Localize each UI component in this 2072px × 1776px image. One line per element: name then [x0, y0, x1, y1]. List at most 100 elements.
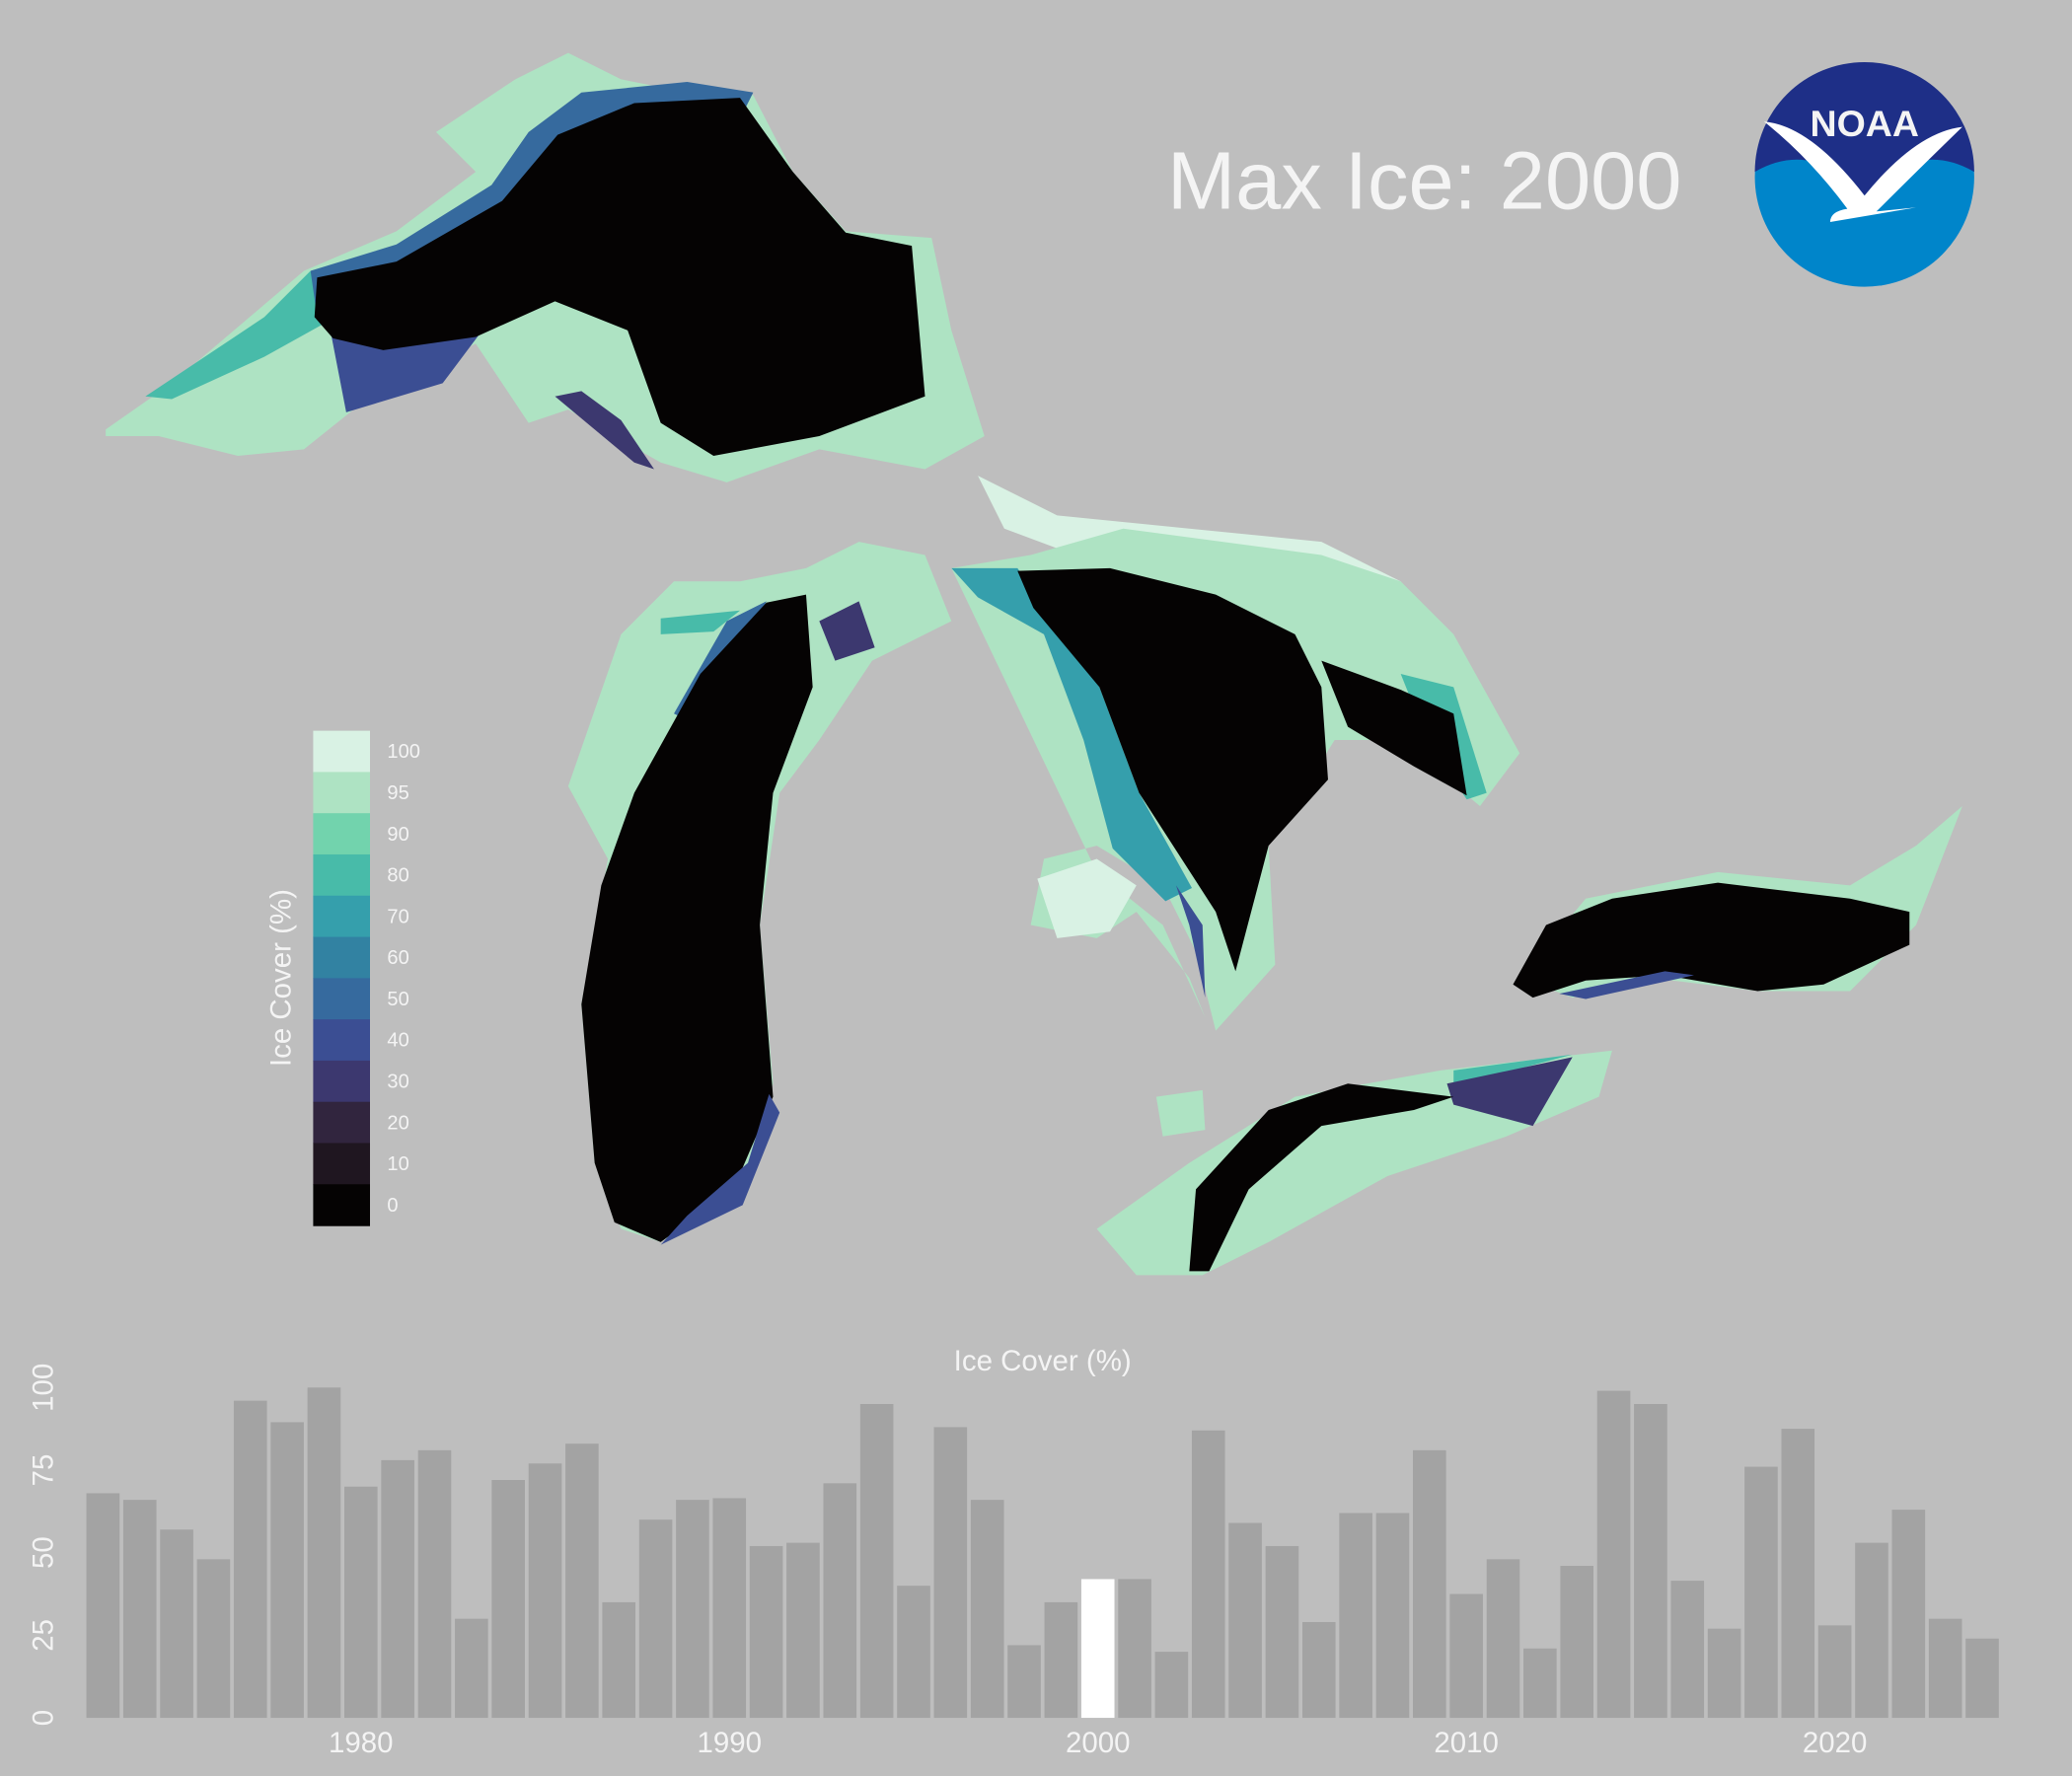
bar — [1707, 1628, 1741, 1719]
bar — [1781, 1429, 1815, 1719]
legend-label: 100 — [387, 741, 420, 763]
bar — [1339, 1513, 1372, 1719]
bar — [381, 1459, 414, 1719]
bar — [455, 1618, 488, 1719]
bar — [565, 1443, 599, 1719]
bar — [122, 1500, 157, 1719]
bar — [1670, 1581, 1705, 1719]
bar — [1560, 1566, 1594, 1719]
legend-label: 95 — [387, 782, 408, 804]
bar — [528, 1463, 562, 1719]
bar — [417, 1449, 452, 1719]
lake-michigan — [567, 542, 952, 1245]
bar — [233, 1400, 267, 1719]
bar — [859, 1403, 894, 1719]
legend-swatch — [313, 978, 370, 1020]
bar — [1154, 1652, 1189, 1719]
bar — [933, 1427, 968, 1719]
lake-ontario — [1513, 805, 1962, 999]
bar — [307, 1387, 341, 1719]
legend-label: 50 — [387, 989, 408, 1010]
chart-title: Ice Cover (%) — [954, 1345, 1132, 1377]
legend-swatch — [313, 1019, 370, 1062]
noaa-logo: NOAA — [1754, 61, 1974, 287]
x-tick-label: 1980 — [329, 1727, 394, 1759]
bar — [1118, 1579, 1151, 1719]
legend-swatch — [313, 1060, 370, 1103]
x-tick-label: 2010 — [1434, 1727, 1499, 1759]
lake-huron — [951, 476, 1520, 1031]
bar — [897, 1586, 930, 1719]
lake-superior — [106, 52, 985, 482]
bar — [86, 1493, 120, 1719]
bar — [1486, 1559, 1520, 1719]
legend-label: 60 — [387, 947, 408, 969]
bar — [1044, 1601, 1078, 1719]
bar — [1228, 1522, 1262, 1719]
y-tick-label: 25 — [28, 1619, 60, 1652]
bar — [1596, 1390, 1631, 1719]
bar — [1891, 1510, 1926, 1719]
legend-label: 0 — [387, 1195, 398, 1217]
bar — [1413, 1449, 1446, 1719]
legend-swatch — [313, 853, 370, 897]
bar — [1965, 1638, 1999, 1719]
bar — [970, 1500, 1004, 1719]
bar-chart: Ice Cover (%) 0 25 50 75 100 1980 1990 2000 2010… — [28, 1345, 1999, 1759]
bar — [1634, 1403, 1667, 1719]
y-tick-label: 0 — [28, 1710, 60, 1726]
bar — [1375, 1513, 1410, 1719]
lake-st-clair — [1155, 1089, 1206, 1137]
bar — [196, 1559, 231, 1719]
legend-label: 90 — [387, 824, 408, 846]
legend-label: 40 — [387, 1030, 408, 1052]
bar — [638, 1519, 673, 1719]
bar — [1855, 1542, 1888, 1719]
legend-swatch — [313, 1143, 370, 1185]
bar — [270, 1422, 304, 1719]
bar — [1191, 1430, 1225, 1719]
bar — [491, 1480, 525, 1719]
logo-text: NOAA — [1811, 103, 1919, 144]
bar — [1080, 1579, 1115, 1719]
bar — [1744, 1466, 1778, 1719]
y-tick-label: 75 — [28, 1454, 60, 1487]
y-tick-label: 50 — [28, 1536, 60, 1569]
bar — [1523, 1648, 1557, 1719]
lake-erie — [1096, 1050, 1612, 1276]
y-tick-label: 100 — [28, 1364, 60, 1412]
legend-swatch — [313, 730, 370, 774]
bar — [1449, 1593, 1483, 1719]
legend-swatch — [313, 1101, 370, 1145]
map-title: Max Ice: 2000 — [1167, 135, 1681, 227]
legend-label: 10 — [387, 1153, 408, 1175]
bar — [676, 1500, 709, 1719]
legend-swatch — [313, 936, 370, 980]
bar — [749, 1545, 783, 1719]
bar — [160, 1529, 193, 1719]
legend-swatch — [313, 772, 370, 814]
legend-label: 20 — [387, 1112, 408, 1134]
x-tick-label: 2020 — [1803, 1727, 1868, 1759]
bar — [1007, 1645, 1041, 1719]
bar — [343, 1486, 378, 1719]
legend-swatch — [313, 1184, 370, 1226]
bar — [786, 1542, 820, 1719]
bar — [712, 1498, 747, 1719]
bar — [1928, 1618, 1962, 1719]
bar — [1301, 1621, 1336, 1719]
legend-swatch — [313, 895, 370, 938]
bar — [602, 1601, 636, 1719]
legend-title: Ice Cover (%) — [265, 889, 298, 1067]
legend-swatch — [313, 813, 370, 855]
bar — [1817, 1625, 1852, 1719]
x-tick-label: 1990 — [697, 1727, 762, 1759]
x-tick-label: 2000 — [1066, 1727, 1131, 1759]
bar — [823, 1483, 857, 1719]
legend-label: 80 — [387, 865, 408, 887]
legend-label: 70 — [387, 906, 408, 927]
bar — [1265, 1545, 1299, 1719]
